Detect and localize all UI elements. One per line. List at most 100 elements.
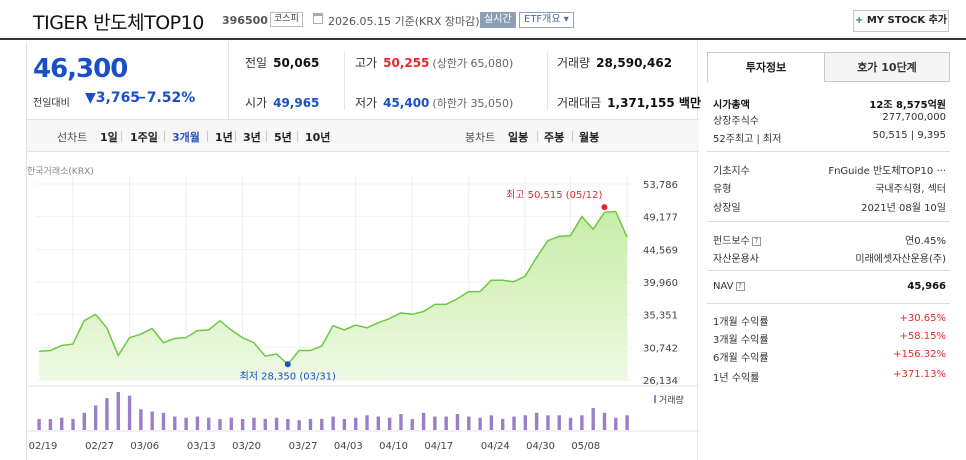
min-label: 최저 28,350 (03/31) bbox=[240, 370, 336, 382]
volume-bar bbox=[365, 415, 369, 430]
volume-bar bbox=[105, 398, 109, 430]
x-tick-label: 04/17 bbox=[424, 441, 453, 452]
invest-row-value: 45,966 bbox=[907, 281, 946, 292]
volume-bar bbox=[354, 417, 358, 430]
section-divider bbox=[707, 221, 950, 222]
volume-bar bbox=[297, 420, 301, 430]
invest-row-label: 52주최고 | 최저 bbox=[713, 134, 782, 145]
tab-order-book[interactable]: 호가 10단계 bbox=[824, 52, 950, 82]
etf-overview-dropdown[interactable]: ETF개요 ▾ bbox=[519, 12, 574, 28]
volume-legend-swatch bbox=[654, 395, 656, 403]
period-3y[interactable]: 3년 bbox=[243, 131, 261, 144]
volume-bar bbox=[512, 416, 516, 430]
candle-daily[interactable]: 일봉 bbox=[508, 131, 529, 144]
volume-legend-label: 거래량 bbox=[659, 394, 684, 406]
period-selector: 선차트 1일 1주일 3개월 1년 3년 5년 10년 봉차트 일봉 주봉 월봉 bbox=[27, 120, 699, 152]
period-3m[interactable]: 3개월 bbox=[172, 131, 200, 144]
price-panel: 46,300 전일대비 ▼3,765 −7.52% 전일 50,065 시가 49,… bbox=[26, 42, 701, 460]
volume-bar bbox=[320, 418, 324, 430]
chart-svg: 53,786 49,177 44,569 39,960 35,351 30,742 26,1… bbox=[27, 176, 699, 452]
section-divider bbox=[707, 270, 950, 271]
min-marker bbox=[284, 361, 291, 368]
volume-bar bbox=[534, 412, 539, 430]
max-marker bbox=[601, 204, 608, 211]
candle-chart-label: 봉차트 bbox=[465, 131, 496, 144]
stock-code: 396500 bbox=[222, 14, 268, 27]
invest-row-label: 1년 수익률 bbox=[713, 373, 760, 384]
candle-weekly[interactable]: 주봉 bbox=[544, 131, 565, 144]
volume-bar bbox=[173, 416, 177, 430]
invest-row-label: 시가총액 bbox=[713, 100, 750, 111]
plus-icon: + bbox=[854, 15, 864, 26]
x-tick-label: 04/03 bbox=[334, 441, 363, 452]
tab-invest-info[interactable]: 투자정보 bbox=[707, 52, 825, 82]
market-badge: 코스피 bbox=[270, 12, 303, 27]
invest-row-value: +371.13% bbox=[893, 369, 946, 380]
period-5y[interactable]: 5년 bbox=[274, 131, 292, 144]
invest-row-label: 유형 bbox=[713, 184, 732, 195]
x-tick-label: 02/19 bbox=[29, 441, 58, 452]
volume-bar bbox=[399, 414, 403, 430]
invest-row-value: 12조 8,575억원 bbox=[869, 100, 946, 111]
x-tick-label: 04/30 bbox=[526, 441, 555, 452]
volume-bar bbox=[71, 418, 75, 430]
section-divider bbox=[707, 303, 950, 304]
invest-row-value: 미래에셋자산운용(주) bbox=[855, 254, 946, 265]
volume-bar bbox=[150, 411, 154, 430]
volume-bar bbox=[127, 395, 132, 430]
help-icon[interactable]: ? bbox=[735, 282, 745, 291]
volume-bar bbox=[501, 418, 505, 430]
volume-bar bbox=[274, 417, 279, 430]
stat-high: 고가 50,255 (상한가 65,080) bbox=[355, 56, 514, 70]
price-change-pct: −7.52% bbox=[135, 90, 196, 106]
section-divider bbox=[707, 151, 950, 152]
candle-monthly[interactable]: 월봉 bbox=[579, 131, 600, 144]
period-10y[interactable]: 10년 bbox=[305, 131, 331, 144]
invest-row-value: FnGuide 반도체TOP10 ··· bbox=[828, 166, 946, 177]
volume-bar bbox=[557, 415, 561, 430]
volume-bar bbox=[467, 416, 471, 430]
add-mystock-button[interactable]: + MY STOCK 추가 bbox=[853, 10, 949, 32]
volume-bar bbox=[410, 418, 414, 430]
volume-bar bbox=[207, 417, 211, 430]
volume-bar bbox=[614, 417, 618, 430]
realtime-button[interactable]: 실시간 bbox=[480, 12, 516, 28]
etf-overview-label: ETF개요 bbox=[524, 14, 561, 25]
stat-open: 시가 49,965 bbox=[245, 96, 320, 110]
x-tick-label: 04/24 bbox=[481, 441, 510, 452]
invest-info-panel: 투자정보 호가 10단계 시가총액 12조 8,575억원 상장주식수 277,700… bbox=[707, 52, 950, 392]
invest-row-value: +58.15% bbox=[899, 331, 946, 342]
y-tick-label: 35,351 bbox=[643, 311, 678, 322]
volume-bar bbox=[489, 415, 494, 430]
volume-bar bbox=[376, 416, 381, 430]
volume-bar bbox=[37, 418, 41, 430]
volume-bar bbox=[421, 412, 426, 430]
invest-row-label: 기초지수 bbox=[713, 166, 750, 177]
volume-bar bbox=[161, 412, 166, 430]
y-tick-label: 39,960 bbox=[643, 278, 678, 289]
period-1d[interactable]: 1일 bbox=[100, 131, 118, 144]
calendar-icon bbox=[313, 13, 323, 24]
invest-row-label: 1개월 수익률 bbox=[713, 317, 769, 328]
volume-bar bbox=[546, 415, 550, 430]
volume-bar bbox=[229, 417, 234, 430]
invest-row-value: 2021년 08월 10일 bbox=[861, 203, 946, 214]
change-label: 전일대비 bbox=[33, 98, 70, 109]
volume-bar bbox=[286, 418, 290, 430]
x-tick-label: 03/13 bbox=[187, 441, 216, 452]
base-date: 2026.05.15 기준(KRX 장마감) bbox=[328, 15, 480, 28]
add-mystock-label: MY STOCK 추가 bbox=[866, 15, 948, 26]
period-1y[interactable]: 1년 bbox=[215, 131, 233, 144]
x-tick-label: 03/06 bbox=[130, 441, 159, 452]
stock-title: TIGER 반도체TOP10 bbox=[33, 12, 204, 34]
volume-bar bbox=[387, 417, 392, 430]
volume-bar bbox=[625, 415, 629, 430]
price-chart[interactable]: 한국거래소(KRX) 53,786 49,177 44,569 39,960 35,35… bbox=[27, 154, 699, 460]
chart-source: 한국거래소(KRX) bbox=[27, 167, 94, 177]
period-1w[interactable]: 1주일 bbox=[130, 131, 158, 144]
help-icon[interactable]: ? bbox=[751, 237, 761, 246]
current-price-box: 46,300 전일대비 ▼3,765 −7.52% bbox=[27, 42, 229, 120]
y-tick-label: 30,742 bbox=[643, 343, 678, 354]
invest-row-label: 펀드보수? bbox=[713, 232, 761, 247]
y-tick-label: 53,786 bbox=[643, 180, 678, 191]
